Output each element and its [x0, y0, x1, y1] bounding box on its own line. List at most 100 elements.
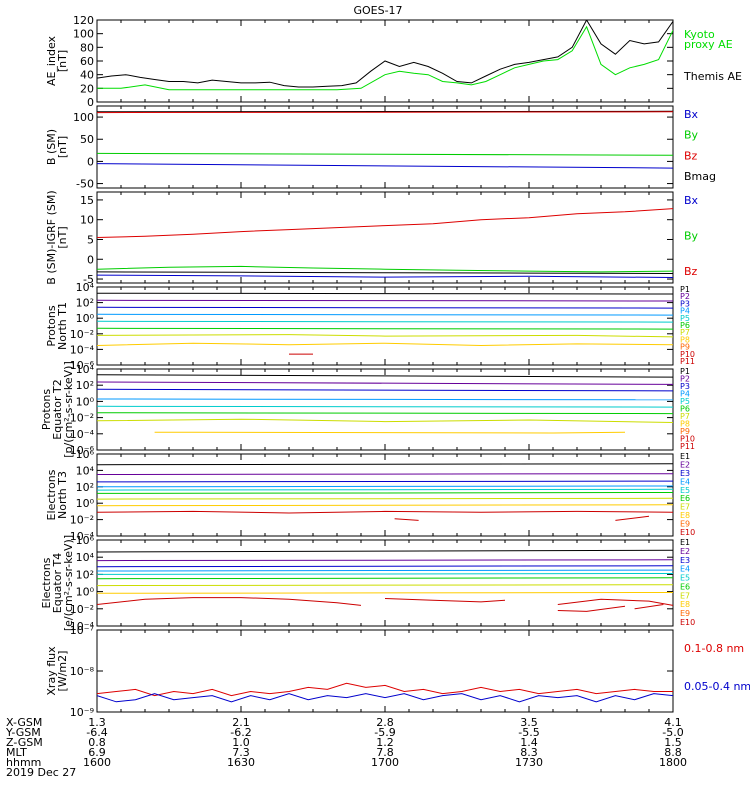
panel-frame: [96, 286, 674, 366]
x-row-value: 1.3: [88, 716, 106, 729]
y-tick-label: 10⁰: [76, 395, 95, 408]
y-tick-label: 10²: [76, 568, 94, 581]
y-axis-label: Electrons: [40, 557, 53, 608]
legend-entry: P11: [680, 442, 695, 451]
legend-entry: P1: [680, 367, 690, 376]
legend-entry: E3: [680, 469, 690, 478]
y-axis-label: [nT]: [56, 226, 69, 248]
y-tick-label: 10⁴: [76, 551, 95, 564]
legend-entry: P8: [680, 335, 690, 344]
y-axis-label: B (SM): [45, 129, 58, 165]
series-line: [97, 299, 673, 302]
series-line: [634, 604, 664, 610]
y-tick-label: 10⁻⁸: [70, 665, 95, 678]
x-row-value: 1.4: [520, 736, 538, 749]
legend-entry: E10: [680, 618, 695, 627]
x-row-label: Z-GSM: [6, 736, 43, 749]
panel-frame: [96, 105, 674, 189]
y-axis-label: North T3: [56, 471, 69, 519]
y-axis-label: North T1: [56, 302, 69, 350]
x-row-value: 3.5: [520, 716, 538, 729]
x-row-value: -5.0: [662, 726, 683, 739]
y-tick-label: 15: [80, 194, 94, 207]
y-tick-label: 0: [87, 155, 94, 168]
legend-entry: P4: [680, 307, 690, 316]
series-line: [97, 577, 673, 580]
series-line: [97, 682, 673, 697]
y-axis-label: Protons: [45, 305, 58, 346]
y-tick-label: 10⁰: [76, 312, 95, 325]
y-tick-label: 10⁻²: [70, 328, 94, 341]
y-tick-label: 60: [80, 55, 94, 68]
series-line: [97, 418, 673, 423]
series-line: [97, 327, 673, 330]
x-row-value: 8.3: [520, 746, 538, 759]
legend-entry: E4: [680, 565, 690, 574]
x-row-value: 1630: [227, 756, 255, 769]
series-line: [97, 163, 673, 169]
legend-entry: P10: [680, 435, 695, 444]
y-tick-label: 0: [87, 253, 94, 266]
legend-entry: E8: [680, 600, 690, 609]
y-tick-label: 10⁶: [76, 534, 95, 547]
series-line: [97, 565, 673, 568]
legend-entry: Bx: [684, 108, 699, 121]
series-line: [97, 313, 673, 316]
series-line: [97, 381, 673, 385]
y-tick-label: 40: [80, 69, 94, 82]
y-tick-label: 5: [87, 233, 94, 246]
legend-entry: Kyoto: [684, 28, 715, 41]
x-row-value: 7.3: [232, 746, 250, 759]
series-line: [97, 488, 673, 491]
series-line: [97, 152, 673, 156]
y-tick-label: 10²: [76, 379, 94, 392]
legend-entry: E2: [680, 460, 690, 469]
y-axis-label: [p/(cm²-s-sr-keV)]: [62, 361, 75, 458]
y-axis-label: Equator T4: [51, 553, 64, 613]
x-row-value: 1.2: [376, 736, 394, 749]
series-line: [97, 388, 673, 392]
series-line: [97, 473, 673, 475]
x-row-value: 4.1: [664, 716, 682, 729]
legend-entry: By: [684, 129, 699, 142]
x-row-label: hhmm: [6, 756, 41, 769]
series-line: [97, 480, 673, 483]
x-row-value: 1600: [83, 756, 111, 769]
x-row-value: 1.0: [232, 736, 250, 749]
x-row-value: -6.4: [86, 726, 107, 739]
y-tick-label: 10⁻⁴: [70, 343, 95, 356]
x-row-label: Y-GSM: [5, 726, 41, 739]
legend-entry: E1: [680, 538, 690, 547]
legend-entry: E2: [680, 547, 690, 556]
y-tick-label: 10⁴: [76, 281, 95, 294]
series-line: [97, 320, 673, 323]
x-row-value: 1730: [515, 756, 543, 769]
y-tick-label: 10⁴: [76, 464, 95, 477]
legend-entry: P9: [680, 343, 690, 352]
y-axis-label: Equator T2: [51, 379, 64, 439]
series-line: [97, 306, 673, 309]
legend-entry: P3: [680, 299, 690, 308]
series-line: [97, 592, 673, 594]
legend-entry: P11: [680, 357, 695, 366]
legend-entry: Themis AE: [683, 70, 742, 83]
series-line: [97, 584, 673, 587]
legend-entry: P6: [680, 405, 690, 414]
y-tick-label: 10⁻⁶: [70, 359, 95, 372]
x-row-label: MLT: [6, 746, 27, 759]
series-line: [394, 518, 419, 521]
y-tick-label: 10⁻⁴: [70, 620, 95, 633]
x-row-value: 1800: [659, 756, 687, 769]
y-tick-label: 10⁰: [76, 586, 95, 599]
legend-entry: E8: [680, 511, 690, 520]
legend-entry: E6: [680, 494, 690, 503]
legend-entry: E3: [680, 556, 690, 565]
legend-entry: P8: [680, 420, 690, 429]
y-tick-label: 10⁴: [76, 363, 95, 376]
y-axis-label: Electrons: [45, 469, 58, 520]
series-line: [557, 598, 673, 606]
